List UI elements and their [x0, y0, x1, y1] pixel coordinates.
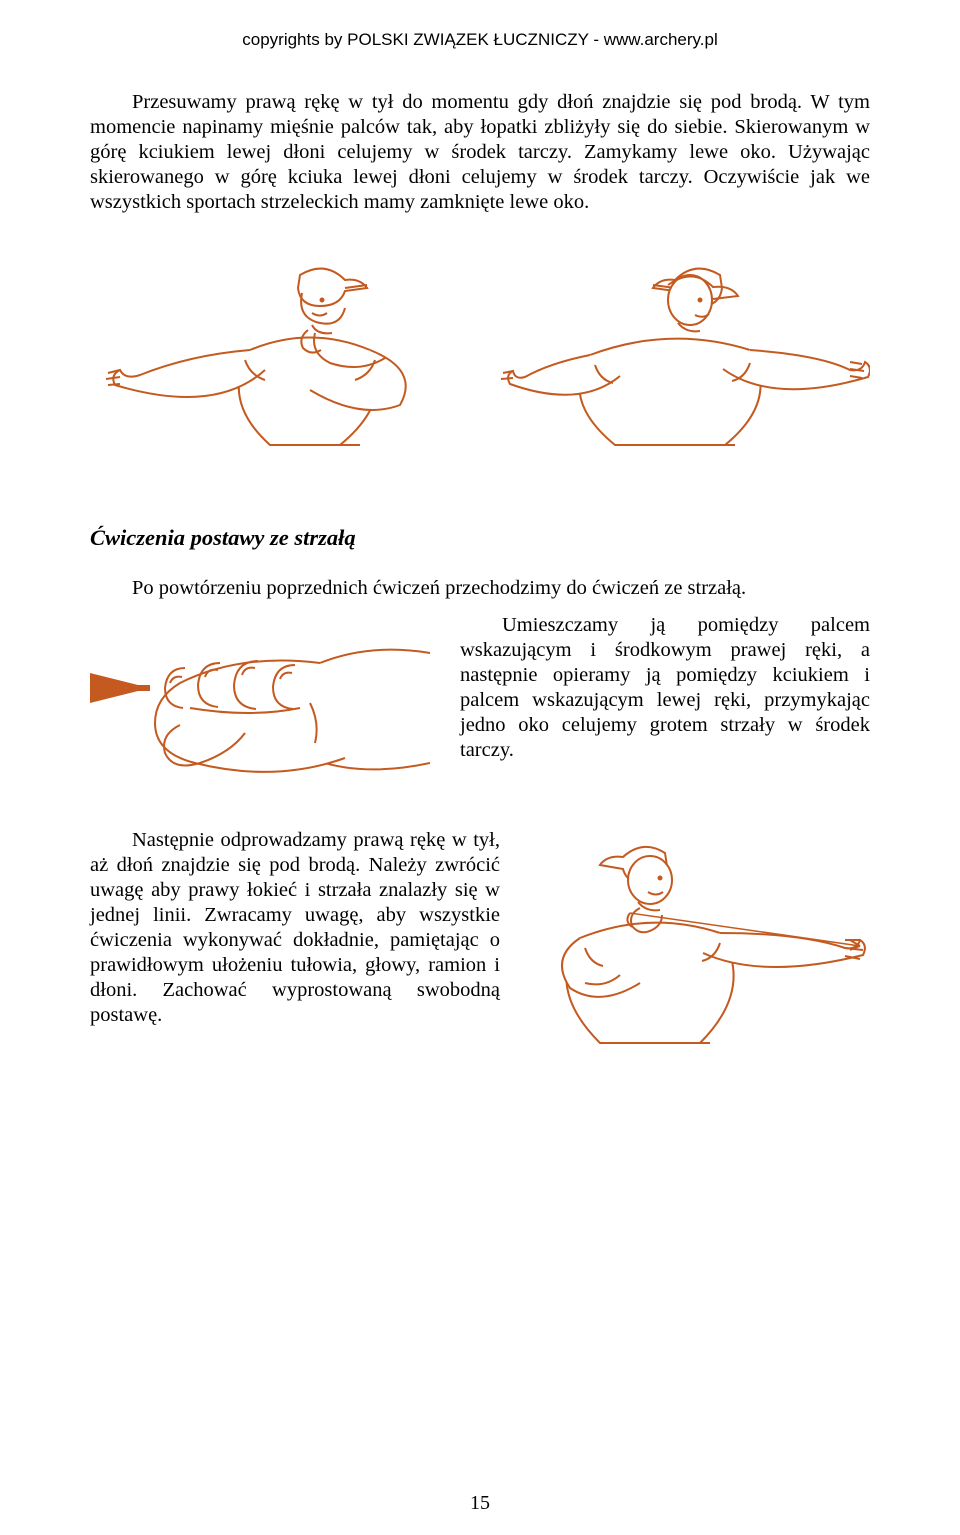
paragraph-2: Po powtórzeniu poprzednich ćwiczeń przec…	[90, 576, 870, 601]
figure-archer-left	[90, 245, 460, 475]
paragraph-4-wrapper: Następnie odprowadzamy prawą rękę w tył,…	[90, 828, 500, 1040]
page-number: 15	[0, 1492, 960, 1515]
section-title: Ćwiczenia postawy ze strzałą	[90, 525, 870, 551]
page: copyrights by POLSKI ZWIĄZEK ŁUCZNICZY -…	[0, 0, 960, 1113]
figure-archer-aim-wrapper	[530, 828, 870, 1073]
figure-archer-aim	[530, 828, 870, 1068]
paragraph-4: Następnie odprowadzamy prawą rękę w tył,…	[90, 828, 500, 1028]
paragraph-3-wrapper: Umieszczamy ją pomiędzy palcem wskazując…	[460, 613, 870, 775]
figure-archer-right	[500, 245, 870, 475]
figure-hand-arrow	[90, 613, 430, 793]
paragraph-intro: Przesuwamy prawą rękę w tył do momentu g…	[90, 90, 870, 215]
row-hand-and-text: Umieszczamy ją pomiędzy palcem wskazując…	[90, 613, 870, 798]
copyright-header: copyrights by POLSKI ZWIĄZEK ŁUCZNICZY -…	[90, 30, 870, 50]
row-text-and-archer: Następnie odprowadzamy prawą rękę w tył,…	[90, 828, 870, 1073]
paragraph-3: Umieszczamy ją pomiędzy palcem wskazując…	[460, 613, 870, 763]
figure-hand-wrapper	[90, 613, 430, 798]
figure-row-postures	[90, 245, 870, 475]
